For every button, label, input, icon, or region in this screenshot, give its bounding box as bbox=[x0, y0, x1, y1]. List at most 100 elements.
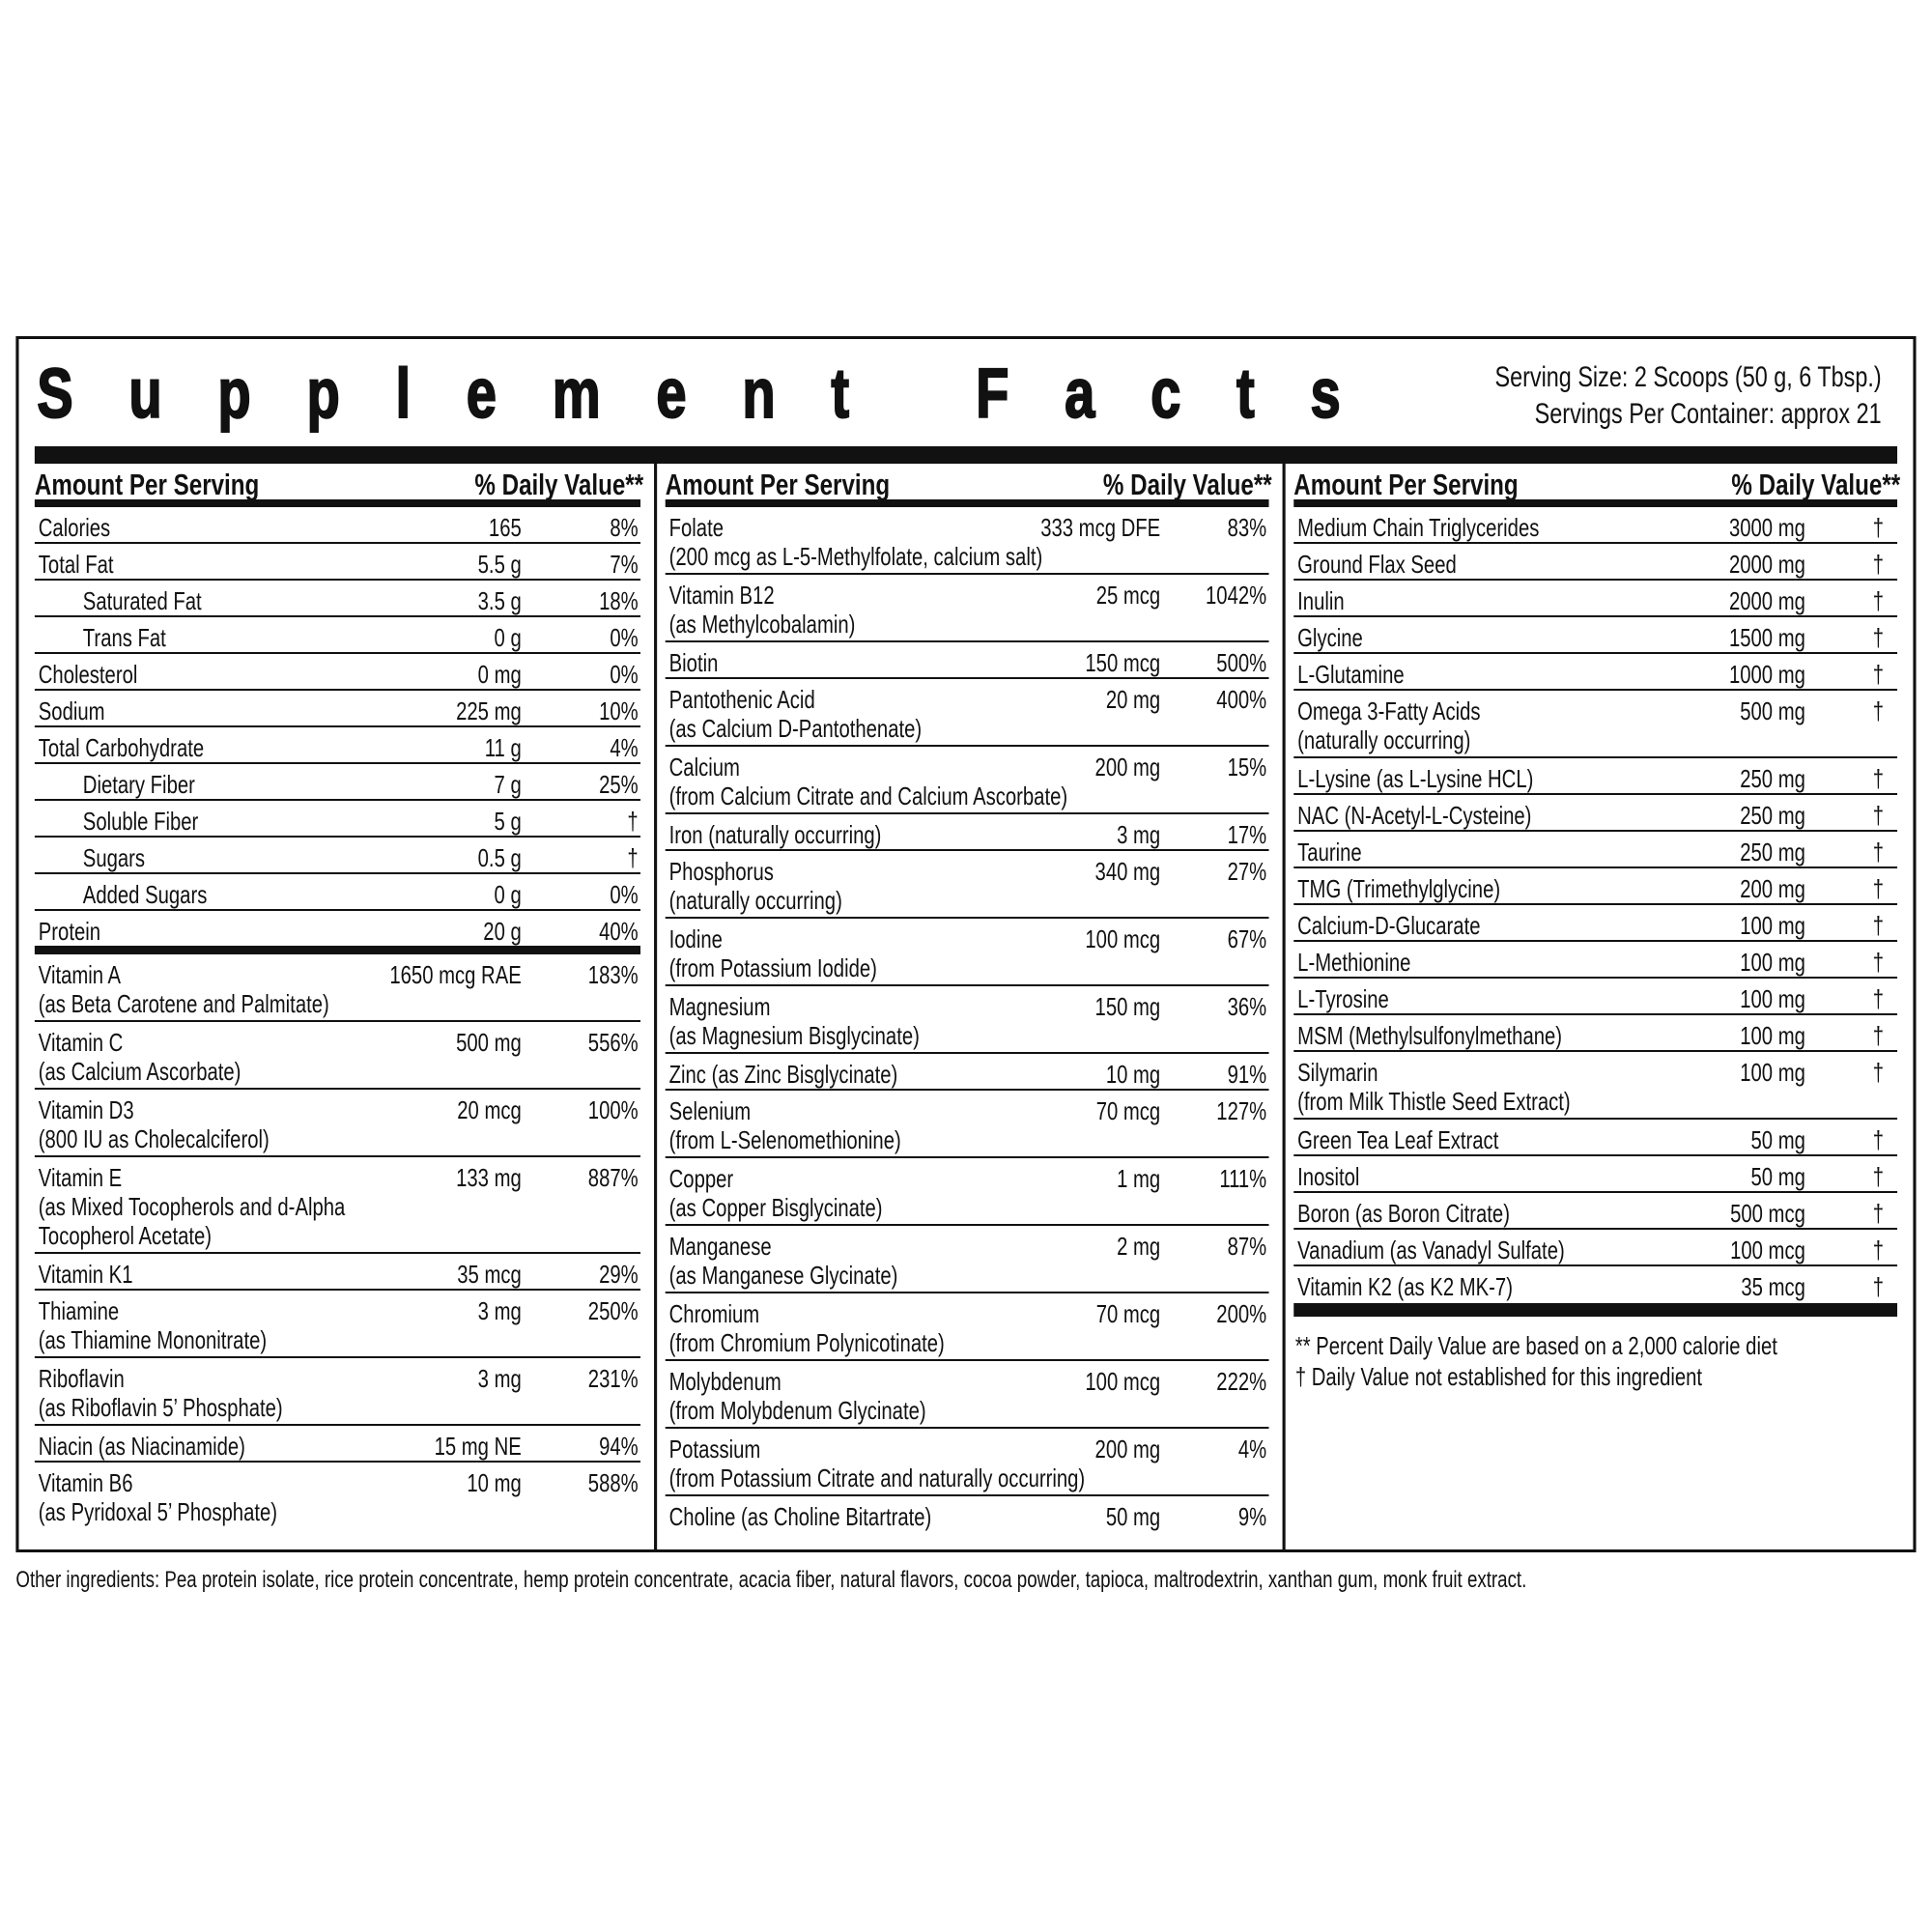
header-rule bbox=[665, 499, 1269, 507]
nutrient-daily-value: 250% bbox=[587, 1296, 639, 1325]
nutrient-name: Omega 3-Fatty Acids bbox=[1297, 696, 1481, 725]
nutrient-amount: 500 mg bbox=[456, 1028, 522, 1057]
nutrient-column-3: Amount Per Serving % Daily Value** Medium … bbox=[1293, 464, 1900, 1392]
nutrient-row: Calories 165 8% bbox=[34, 507, 640, 544]
nutrient-amount: 20 mg bbox=[1105, 685, 1161, 714]
nutrient-row: Silymarin (from Milk Thistle Seed Extract… bbox=[1293, 1052, 1898, 1120]
nutrient-name: Ground Flax Seed bbox=[1297, 550, 1457, 579]
column-divider bbox=[1282, 464, 1286, 1550]
footnote: † Daily Value not established for this i… bbox=[1294, 1362, 1703, 1391]
amount-per-serving-heading: Amount Per Serving bbox=[34, 468, 260, 501]
nutrient-name: Trans Fat bbox=[82, 623, 166, 652]
nutrient-amount: 10 mg bbox=[467, 1468, 522, 1497]
nutrient-name: L-Glutamine bbox=[1297, 660, 1405, 689]
nutrient-name: Riboflavin bbox=[38, 1364, 125, 1393]
nutrient-row: Vanadium (as Vanadyl Sulfate) 100 mcg † bbox=[1293, 1230, 1898, 1266]
nutrient-source-note: (as Calcium D-Pantothenate) bbox=[668, 714, 923, 743]
nutrient-row: TMG (Trimethylglycine) 200 mg † bbox=[1293, 868, 1898, 905]
label-border bbox=[15, 336, 1917, 1552]
nutrient-name: Pantothenic Acid bbox=[668, 685, 815, 714]
nutrient-amount: 10 mg bbox=[1105, 1060, 1161, 1089]
nutrient-name: Zinc (as Zinc Bisglycinate) bbox=[668, 1060, 898, 1089]
nutrient-daily-value: 127% bbox=[1216, 1096, 1267, 1125]
nutrient-column-2: Amount Per Serving% Daily Value** Folate(… bbox=[665, 464, 1272, 1531]
nutrient-row: Taurine 250 mg † bbox=[1293, 832, 1898, 868]
nutrient-daily-value: 0% bbox=[610, 880, 639, 909]
nutrient-daily-value: 83% bbox=[1227, 513, 1267, 542]
nutrient-name: Iron (naturally occurring) bbox=[668, 820, 882, 849]
nutrient-row: NAC (N-Acetyl-L-Cysteine) 250 mg † bbox=[1293, 795, 1898, 832]
nutrient-daily-value: 29% bbox=[599, 1260, 639, 1289]
nutrient-amount: 250 mg bbox=[1740, 801, 1805, 830]
nutrient-amount: 200 mg bbox=[1094, 1435, 1161, 1463]
nutrient-source-note: (as Manganese Glycinate) bbox=[668, 1261, 898, 1290]
nutrient-row: Omega 3-Fatty Acids (naturally occurring)… bbox=[1293, 691, 1898, 758]
nutrient-amount: 50 mg bbox=[1105, 1502, 1161, 1531]
nutrient-amount: 100 mg bbox=[1740, 1021, 1805, 1050]
nutrient-daily-value: 231% bbox=[587, 1364, 639, 1393]
nutrient-name: Selenium bbox=[668, 1096, 752, 1125]
footnotes: ** Percent Daily Value are based on a 2,… bbox=[1293, 1330, 1897, 1392]
nutrient-amount: 0 g bbox=[494, 623, 522, 652]
nutrient-daily-value: 200% bbox=[1216, 1299, 1267, 1328]
nutrient-name: Vitamin K1 bbox=[38, 1260, 133, 1289]
column-header: Amount Per Serving % Daily Value** bbox=[666, 464, 1272, 501]
nutrient-amount: 100 mg bbox=[1740, 1058, 1805, 1087]
nutrient-row: Vitamin D3 (800 IU as Cholecalciferol) 20 … bbox=[34, 1090, 640, 1157]
nutrient-name: Medium Chain Triglycerides bbox=[1297, 513, 1540, 542]
column-header: Amount Per Serving % Daily Value** bbox=[35, 464, 643, 501]
nutrient-row: Added Sugars 0 g 0% bbox=[34, 874, 640, 911]
column-divider bbox=[654, 464, 658, 1550]
nutrient-row: Phosphorus (naturally occurring) 340 mg 27% bbox=[665, 851, 1269, 919]
nutrient-row: Ground Flax Seed 2000 mg † bbox=[1293, 544, 1898, 581]
nutrient-name: Sugars bbox=[82, 843, 146, 872]
nutrient-row: Pantothenic Acid (as Calcium D-Pantothena… bbox=[665, 679, 1269, 747]
nutrient-amount: 50 mg bbox=[1750, 1125, 1805, 1154]
nutrient-daily-value: † bbox=[627, 807, 639, 836]
nutrient-daily-value: † bbox=[1872, 1021, 1884, 1050]
nutrient-amount: 100 mg bbox=[1740, 911, 1805, 940]
nutrient-amount: 3.5 g bbox=[477, 586, 522, 615]
nutrient-row: Iron (naturally occurring) 3 mg 17% bbox=[665, 814, 1269, 851]
nutrient-daily-value: † bbox=[1872, 550, 1884, 579]
nutrient-amount: 20 mcg bbox=[457, 1095, 522, 1124]
nutrient-amount: 1000 mg bbox=[1728, 660, 1805, 689]
nutrient-row: Magnesium (as Magnesium Bisglycinate) 150 … bbox=[665, 986, 1269, 1054]
nutrient-daily-value: 8% bbox=[610, 513, 639, 542]
nutrient-amount: 150 mcg bbox=[1085, 648, 1161, 677]
nutrient-daily-value: † bbox=[1872, 1236, 1884, 1264]
nutrient-daily-value: 400% bbox=[1216, 685, 1267, 714]
nutrient-daily-value: 0% bbox=[610, 623, 639, 652]
nutrient-amount: 100 mcg bbox=[1085, 924, 1161, 953]
nutrient-row: Saturated Fat 3.5 g 18% bbox=[34, 581, 640, 617]
footnote-rule bbox=[1293, 1303, 1898, 1317]
nutrient-daily-value: † bbox=[1872, 1162, 1884, 1191]
nutrient-row: L-Glutamine 1000 mg † bbox=[1293, 654, 1898, 691]
nutrient-daily-value: 4% bbox=[610, 733, 639, 762]
nutrient-row: Niacin (as Niacinamide) 15 mg NE 94% bbox=[34, 1426, 640, 1463]
nutrient-row: Sugars 0.5 g † bbox=[34, 838, 640, 874]
nutrient-daily-value: 91% bbox=[1227, 1060, 1267, 1089]
nutrient-amount: 500 mcg bbox=[1730, 1199, 1805, 1228]
nutrient-amount: 35 mcg bbox=[457, 1260, 522, 1289]
nutrient-daily-value: † bbox=[1872, 696, 1884, 725]
nutrient-source-note: (from Molybdenum Glycinate) bbox=[668, 1396, 926, 1425]
nutrient-daily-value: † bbox=[1872, 513, 1884, 542]
nutrient-name: Dietary Fiber bbox=[82, 770, 195, 799]
nutrient-name: Cholesterol bbox=[38, 660, 138, 689]
nutrient-row: Biotin 150 mcg 500% bbox=[665, 642, 1269, 679]
nutrient-name: Total Carbohydrate bbox=[38, 733, 205, 762]
nutrient-name: L-Tyrosine bbox=[1297, 984, 1389, 1013]
nutrient-row: Vitamin B6 (as Pyridoxal 5’ Phosphate) 10 … bbox=[35, 1463, 640, 1528]
daily-value-heading: % Daily Value** bbox=[474, 468, 644, 501]
nutrient-name: Green Tea Leaf Extract bbox=[1297, 1125, 1499, 1154]
nutrient-row: Boron (as Boron Citrate) 500 mcg † bbox=[1293, 1193, 1898, 1230]
nutrient-name: Manganese bbox=[668, 1232, 772, 1261]
nutrient-name: Vitamin B6 bbox=[38, 1468, 133, 1497]
nutrient-row: Calcium-D-Glucarate 100 mg † bbox=[1293, 905, 1898, 942]
nutrient-daily-value: 4% bbox=[1237, 1435, 1267, 1463]
nutrient-amount: 225 mg bbox=[456, 696, 522, 725]
nutrient-amount: 2 mg bbox=[1117, 1232, 1161, 1261]
nutrient-daily-value: 1042% bbox=[1206, 581, 1267, 610]
nutrient-row: Sodium 225 mg 10% bbox=[34, 691, 640, 727]
